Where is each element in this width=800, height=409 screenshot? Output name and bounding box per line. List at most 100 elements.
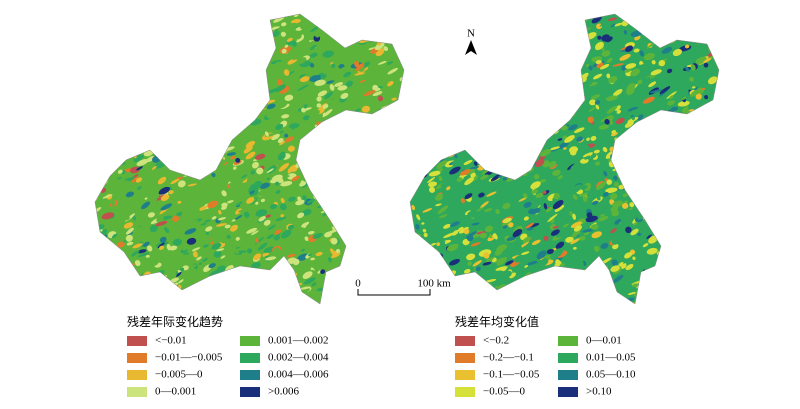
map-patch: [655, 159, 666, 168]
map-patch: [669, 170, 682, 178]
map-patch: [675, 233, 683, 239]
map-patch: [706, 107, 716, 111]
map-patch: [502, 157, 506, 163]
map-patch: [537, 37, 548, 45]
map-patch: [631, 283, 639, 288]
map-patch: [398, 163, 404, 169]
map-patch: [475, 73, 487, 82]
map-patch: [159, 236, 167, 243]
map-patch: [109, 42, 116, 49]
map-patch: [643, 275, 653, 281]
map-patch: [677, 100, 690, 107]
map-patch: [488, 60, 500, 66]
map-patch: [391, 117, 396, 122]
map-patch: [412, 217, 417, 224]
map-patch: [167, 182, 181, 187]
map-patch: [132, 142, 140, 149]
map-patch: [611, 132, 618, 137]
map-patch: [589, 99, 597, 106]
map-patch: [454, 139, 459, 143]
map-patch: [699, 299, 709, 304]
map-patch: [352, 227, 361, 234]
map-patch: [546, 273, 556, 278]
map-patch: [689, 76, 695, 82]
map-patch: [335, 248, 341, 254]
map-patch: [335, 141, 339, 147]
map-patch: [583, 243, 590, 247]
map-patch: [666, 209, 676, 217]
map-patch: [342, 22, 354, 29]
map-patch: [610, 23, 616, 28]
map-patch: [452, 230, 459, 236]
map-patch: [587, 276, 596, 284]
map-patch: [225, 20, 230, 27]
map-patch: [186, 106, 199, 112]
map-patch: [657, 117, 663, 122]
map-patch: [440, 40, 453, 45]
map-patch: [386, 181, 391, 188]
map-patch: [531, 94, 542, 102]
map-patch: [96, 297, 102, 303]
map-patch: [297, 212, 305, 219]
map-patch: [323, 14, 335, 22]
map-patch: [697, 120, 702, 125]
map-patch: [539, 44, 551, 52]
map-patch: [140, 137, 150, 146]
map-patch: [534, 158, 545, 168]
map-patch: [492, 58, 501, 66]
map-patch: [418, 47, 423, 50]
map-patch: [337, 163, 344, 169]
map-patch: [596, 195, 601, 201]
map-patch: [610, 265, 620, 272]
map-patch: [410, 109, 418, 117]
map-patch: [317, 14, 326, 17]
map-patch: [382, 279, 393, 286]
map-patch: [284, 133, 289, 138]
map-patch: [233, 247, 239, 255]
map-patch: [312, 134, 320, 141]
map-patch: [624, 14, 630, 19]
map-patch: [140, 267, 148, 273]
map-patch: [560, 64, 567, 69]
map-patch: [158, 56, 163, 61]
map-patch: [189, 30, 202, 40]
map-patch: [707, 222, 718, 231]
map-patch: [375, 239, 385, 248]
map-patch: [410, 262, 414, 268]
map-patch: [323, 300, 335, 304]
map-patch: [469, 73, 477, 77]
map-patch: [391, 270, 400, 275]
map-patch: [579, 113, 588, 120]
map-patch: [582, 152, 594, 158]
map-patch: [614, 22, 623, 27]
map-patch: [710, 41, 715, 44]
map-patch: [643, 192, 649, 200]
map-patch: [219, 236, 227, 244]
map-patch: [439, 106, 450, 113]
map-patch: [555, 241, 565, 250]
map-patch: [401, 238, 404, 245]
map-patch: [540, 53, 546, 58]
map-patch: [347, 128, 358, 134]
map-patch: [673, 155, 682, 160]
map-patch: [670, 220, 681, 226]
map-patch: [287, 224, 295, 230]
map-patch: [388, 280, 398, 287]
map-patch: [658, 24, 663, 27]
map-patch: [581, 299, 590, 304]
map-patch: [477, 137, 489, 142]
map-patch: [603, 67, 610, 72]
map-patch: [671, 240, 681, 249]
legend-label: 0.01—0.05: [586, 352, 636, 364]
map-patch: [339, 67, 346, 73]
map-patch: [271, 133, 280, 141]
map-patch: [319, 127, 325, 132]
map-patch: [275, 189, 281, 195]
map-patch: [582, 228, 595, 233]
map-patch: [546, 48, 551, 52]
map-patch: [410, 299, 416, 304]
map-patch: [496, 47, 502, 53]
map-patch: [344, 31, 355, 38]
map-patch: [260, 198, 266, 203]
legend-swatch: [455, 353, 475, 363]
